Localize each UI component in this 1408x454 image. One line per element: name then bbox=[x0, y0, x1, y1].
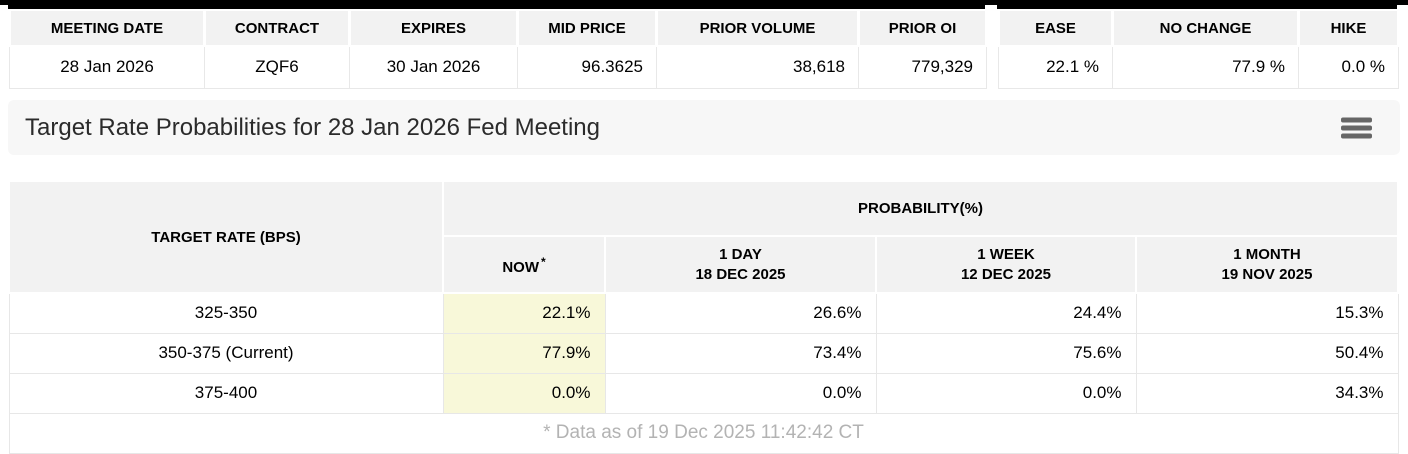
probability-row: 375-400 0.0% 0.0% 0.0% 34.3% bbox=[8, 372, 1399, 414]
meeting-date-value: 28 Jan 2026 bbox=[9, 45, 205, 89]
no-change-value: 77.9 % bbox=[1112, 45, 1299, 89]
hamburger-menu-icon bbox=[1341, 117, 1372, 122]
expires-header: EXPIRES bbox=[348, 9, 519, 47]
prior-volume-value: 38,618 bbox=[656, 45, 859, 89]
ease-header: EASE bbox=[997, 9, 1114, 47]
one-month-probability: 34.3% bbox=[1135, 372, 1399, 414]
one-week-probability: 75.6% bbox=[875, 332, 1137, 374]
chart-context-menu-button[interactable] bbox=[1341, 117, 1372, 138]
meeting-date-header: MEETING DATE bbox=[8, 9, 206, 47]
contract-table-header-row: MEETING DATE CONTRACT EXPIRES MID PRICE … bbox=[8, 9, 988, 47]
probability-row: 325-350 22.1% 26.6% 24.4% 15.3% bbox=[8, 292, 1399, 334]
target-rate-header: TARGET RATE (BPS) bbox=[8, 180, 444, 294]
data-as-of-footnote: * Data as of 19 Dec 2025 11:42:42 CT bbox=[8, 412, 1399, 454]
mid-price-value: 96.3625 bbox=[517, 45, 657, 89]
one-day-probability: 73.4% bbox=[604, 332, 877, 374]
probability-group-header-row: TARGET RATE (BPS) PROBABILITY(%) bbox=[8, 180, 1399, 294]
probability-table: TARGET RATE (BPS) PROBABILITY(%) NOW * 1 … bbox=[8, 180, 1399, 454]
chart-title-panel: Target Rate Probabilities for 28 Jan 202… bbox=[8, 100, 1400, 155]
one-month-column-header: 1 MONTH 19 NOV 2025 bbox=[1135, 235, 1399, 294]
rate-action-table: EASE NO CHANGE HIKE 22.1 % 77.9 % 0.0 % bbox=[997, 5, 1400, 89]
one-week-column-header: 1 WEEK 12 DEC 2025 bbox=[875, 235, 1137, 294]
mid-price-header: MID PRICE bbox=[516, 9, 658, 47]
contract-header: CONTRACT bbox=[203, 9, 351, 47]
hamburger-menu-icon bbox=[1341, 133, 1372, 138]
one-month-probability: 50.4% bbox=[1135, 332, 1399, 374]
one-day-probability: 0.0% bbox=[604, 372, 877, 414]
footnote-row: * Data as of 19 Dec 2025 11:42:42 CT bbox=[8, 412, 1399, 454]
ease-value: 22.1 % bbox=[998, 45, 1113, 89]
hamburger-menu-icon bbox=[1341, 125, 1372, 130]
now-probability: 22.1% bbox=[442, 292, 606, 334]
contract-table-row: 28 Jan 2026 ZQF6 30 Jan 2026 96.3625 38,… bbox=[9, 45, 987, 89]
footnote-asterisk: * bbox=[541, 254, 546, 269]
one-day-column-header: 1 DAY 18 DEC 2025 bbox=[604, 235, 877, 294]
expires-value: 30 Jan 2026 bbox=[349, 45, 518, 89]
contract-summary-table: MEETING DATE CONTRACT EXPIRES MID PRICE … bbox=[8, 5, 988, 89]
hike-header: HIKE bbox=[1297, 9, 1400, 47]
hike-value: 0.0 % bbox=[1298, 45, 1399, 89]
now-column-header: NOW * bbox=[442, 235, 606, 294]
probability-row: 350-375 (Current) 77.9% 73.4% 75.6% 50.4… bbox=[8, 332, 1399, 374]
now-probability: 0.0% bbox=[442, 372, 606, 414]
one-week-probability: 0.0% bbox=[875, 372, 1137, 414]
probability-subheader-row: NOW * 1 DAY 18 DEC 2025 1 WEEK 12 DEC 2025 … bbox=[9, 235, 1399, 294]
one-day-probability: 26.6% bbox=[604, 292, 877, 334]
target-rate-value: 350-375 (Current) bbox=[8, 332, 444, 374]
one-week-probability: 24.4% bbox=[875, 292, 1137, 334]
page-title: Target Rate Probabilities for 28 Jan 202… bbox=[25, 113, 601, 141]
contract-value: ZQF6 bbox=[204, 45, 350, 89]
target-rate-value: 375-400 bbox=[8, 372, 444, 414]
top-bar bbox=[0, 0, 1408, 5]
target-rate-value: 325-350 bbox=[8, 292, 444, 334]
probability-group-header: PROBABILITY(%) bbox=[442, 180, 1399, 237]
action-table-row: 22.1 % 77.9 % 0.0 % bbox=[998, 45, 1399, 89]
prior-oi-value: 779,329 bbox=[858, 45, 987, 89]
one-month-probability: 15.3% bbox=[1135, 292, 1399, 334]
prior-volume-header: PRIOR VOLUME bbox=[655, 9, 860, 47]
action-table-header-row: EASE NO CHANGE HIKE bbox=[997, 9, 1400, 47]
now-probability: 77.9% bbox=[442, 332, 606, 374]
no-change-header: NO CHANGE bbox=[1111, 9, 1300, 47]
prior-oi-header: PRIOR OI bbox=[857, 9, 988, 47]
